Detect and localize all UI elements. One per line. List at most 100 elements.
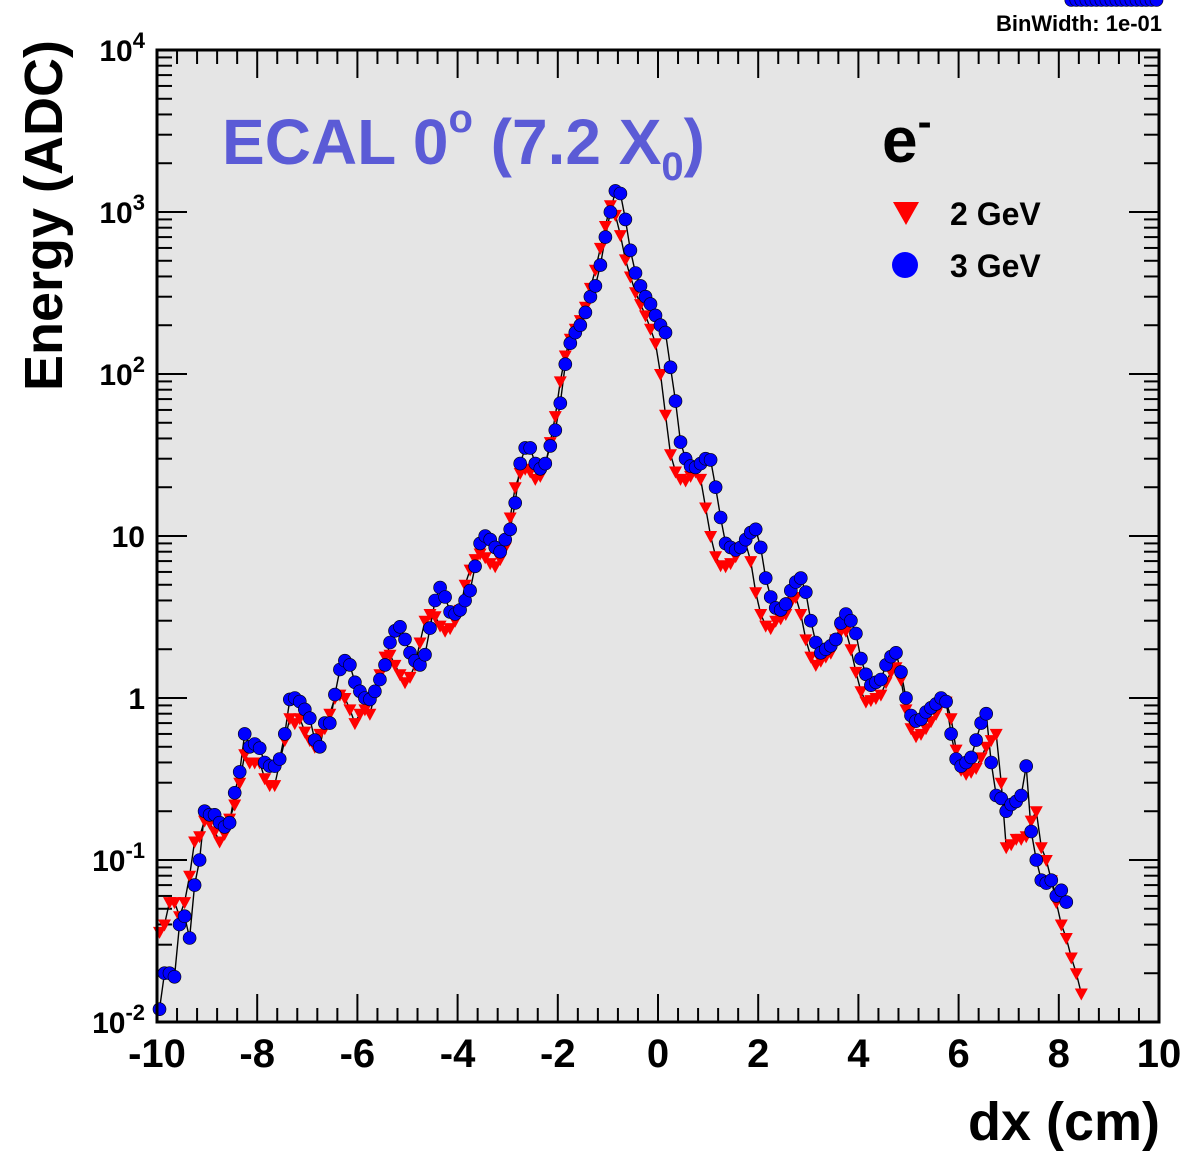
data-point-2gev bbox=[483, 558, 497, 571]
data-point-2gev bbox=[388, 659, 402, 672]
bin-width-label: BinWidth: 1e-01 bbox=[996, 11, 1162, 36]
data-point-2gev bbox=[1054, 919, 1068, 932]
data-point-3gev bbox=[703, 453, 718, 467]
data-point-2gev bbox=[508, 482, 522, 495]
axis-ticks bbox=[156, 50, 1160, 1023]
data-point-2gev bbox=[1024, 815, 1038, 828]
data-point-3gev bbox=[383, 635, 397, 650]
data-point-2gev bbox=[258, 773, 272, 786]
data-point-3gev bbox=[493, 544, 508, 559]
data-point-2gev bbox=[1029, 806, 1043, 819]
data-point-3gev bbox=[753, 540, 768, 555]
data-point-2gev bbox=[443, 623, 457, 636]
data-point-3gev bbox=[1054, 883, 1069, 898]
data-point-3gev bbox=[673, 435, 688, 449]
y-tick-label-base: 10 bbox=[99, 35, 132, 68]
data-point-3gev bbox=[1024, 824, 1038, 839]
data-point-2gev bbox=[418, 615, 432, 628]
data-point-3gev bbox=[598, 230, 613, 244]
data-point-3gev bbox=[829, 632, 843, 647]
data-point-2gev bbox=[844, 644, 858, 657]
data-point-2gev bbox=[804, 651, 818, 664]
data-point-3gev bbox=[192, 853, 207, 867]
data-point-2gev bbox=[348, 718, 362, 731]
data-point-3gev bbox=[177, 909, 192, 924]
data-point-2gev bbox=[558, 350, 572, 363]
data-point-2gev bbox=[1069, 968, 1083, 981]
data-point-2gev bbox=[213, 836, 227, 849]
data-point-2gev bbox=[338, 693, 352, 705]
data-point-3gev bbox=[368, 684, 382, 699]
y-tick-label-exponent: -2 bbox=[125, 1000, 145, 1025]
data-point-2gev bbox=[744, 556, 758, 569]
y-tick-label-base: 1 bbox=[128, 683, 145, 716]
data-point-2gev bbox=[949, 744, 963, 757]
y-tick-label-base: 10 bbox=[112, 521, 145, 554]
data-point-2gev bbox=[709, 551, 723, 564]
data-point-3gev bbox=[252, 741, 267, 756]
legend-label-3gev: 3 GeV bbox=[950, 248, 1041, 284]
data-point-2gev bbox=[649, 338, 662, 351]
particle-sup: - bbox=[918, 98, 932, 145]
y-tick-label-exponent: -1 bbox=[125, 838, 145, 863]
data-point-3gev bbox=[227, 785, 242, 800]
data-point-3gev bbox=[939, 694, 953, 709]
title-mid: (7.2 X bbox=[473, 106, 662, 178]
chart-title: ECAL 0o (7.2 X0) bbox=[222, 97, 705, 189]
data-point-3gev bbox=[803, 613, 818, 628]
data-point-3gev bbox=[603, 205, 618, 219]
data-point-3gev bbox=[548, 423, 563, 438]
data-point-2gev bbox=[618, 254, 632, 267]
data-point-2gev bbox=[659, 409, 672, 422]
data-point-2gev bbox=[168, 897, 181, 910]
y-tick-label-base: 10 bbox=[92, 845, 125, 878]
data-point-3gev bbox=[187, 878, 202, 892]
plot-area bbox=[157, 50, 1159, 1022]
data-point-2gev bbox=[1034, 842, 1048, 855]
y-tick-label: 103 bbox=[99, 190, 145, 230]
y-tick-label: 104 bbox=[99, 28, 145, 68]
y-tick-label-exponent: 4 bbox=[133, 28, 146, 53]
data-point-2gev bbox=[393, 669, 407, 682]
data-point-3gev bbox=[508, 496, 523, 510]
data-point-3gev bbox=[302, 711, 317, 726]
data-point-3gev bbox=[398, 632, 412, 647]
data-point-3gev bbox=[523, 441, 538, 455]
data-point-2gev bbox=[178, 897, 192, 910]
data-point-3gev bbox=[1149, 0, 1164, 7]
x-tick-label: 4 bbox=[847, 1032, 870, 1076]
data-point-3gev bbox=[167, 969, 182, 984]
data-point-2gev bbox=[974, 752, 988, 765]
data-point-3gev bbox=[894, 665, 908, 679]
data-point-3gev bbox=[758, 571, 773, 585]
y-tick-label-base: 10 bbox=[92, 1007, 125, 1040]
data-point-3gev bbox=[272, 752, 287, 766]
data-point-3gev bbox=[232, 765, 247, 779]
data-point-2gev bbox=[794, 609, 808, 621]
data-point-3gev bbox=[658, 325, 673, 340]
data-point-2gev bbox=[488, 561, 502, 574]
data-point-2gev bbox=[694, 473, 708, 486]
data-point-2gev bbox=[919, 723, 933, 736]
data-point-2gev bbox=[183, 870, 197, 883]
data-point-3gev bbox=[854, 651, 868, 666]
data-point-3gev bbox=[899, 691, 913, 705]
data-point-3gev bbox=[222, 815, 237, 830]
data-point-3gev bbox=[393, 619, 407, 634]
data-point-2gev bbox=[764, 623, 778, 636]
x-tick-label: 8 bbox=[1048, 1032, 1070, 1076]
data-point-3gev bbox=[964, 750, 978, 765]
data-point-2gev bbox=[363, 708, 377, 721]
title-end: ) bbox=[684, 106, 705, 178]
data-point-2gev bbox=[193, 831, 207, 844]
data-point-2gev bbox=[704, 531, 718, 543]
data-point-3gev bbox=[322, 716, 337, 730]
x-tick-labels: -10 -8 -6 -4 -2 0 2 4 6 8 10 bbox=[128, 1032, 1181, 1076]
data-point-3gev bbox=[277, 727, 292, 741]
data-point-2gev bbox=[944, 713, 958, 726]
data-point-3gev bbox=[1029, 853, 1044, 867]
x-tick-label: -6 bbox=[340, 1032, 376, 1076]
data-point-3gev bbox=[182, 931, 197, 945]
data-point-2gev bbox=[383, 649, 397, 662]
